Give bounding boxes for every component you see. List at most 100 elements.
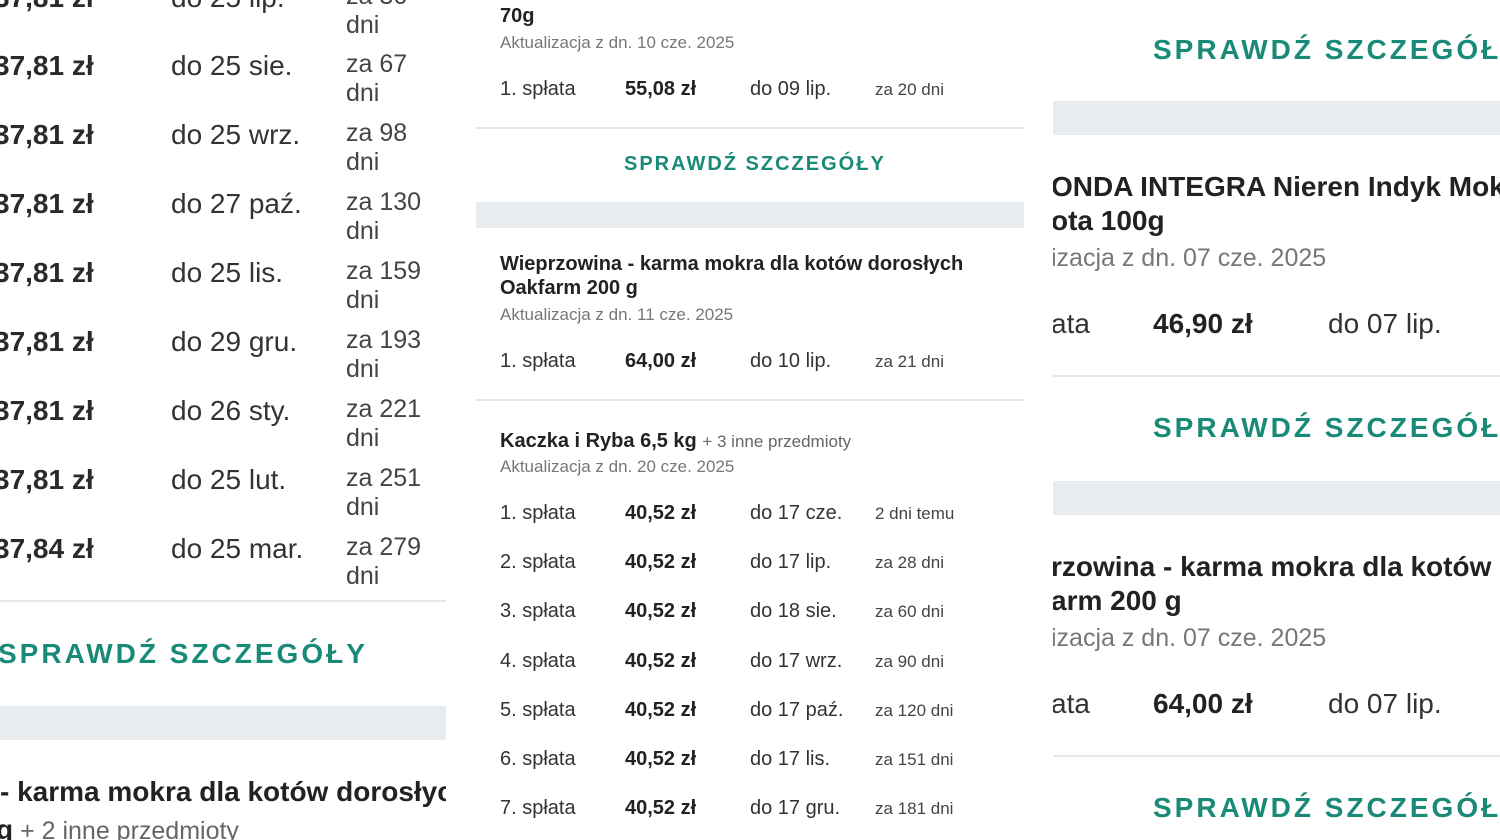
installment-number: 5. spłata	[500, 699, 576, 721]
update-date: izacja z dn. 07 cze. 2025	[1053, 624, 1327, 652]
installment-number: ata	[1053, 308, 1090, 339]
installment-due-date: do 25 sie.	[171, 50, 293, 81]
installment-amount: 40,52 zł	[625, 650, 697, 672]
installment-amount: 40,52 zł	[625, 748, 697, 770]
installment-amount: 37,81 zł	[0, 0, 94, 14]
installment-row: 37,81 zł do 26 sty. za 221 dni	[0, 395, 446, 452]
card-separator	[1053, 481, 1500, 515]
installment-due-date: do 17 lis.	[750, 748, 831, 770]
installment-due-date: do 25 lut.	[171, 464, 287, 495]
installment-due-date: do 17 paź.	[750, 699, 844, 721]
order-title-line2: arm 200 g	[1053, 585, 1182, 616]
installment-days-left: za 36 dni	[346, 0, 407, 39]
installment-amount: 37,81 zł	[0, 119, 94, 150]
installment-amount: 37,81 zł	[0, 50, 94, 81]
installment-row: 37,81 zł do 25 wrz. za 98 dni	[0, 119, 446, 176]
order-title: - karma mokra dla kotów dorosłych	[0, 776, 446, 807]
installment-days-left: 2 dni temu	[875, 504, 955, 523]
installment-number: 1. spłata	[500, 502, 576, 524]
installment-days-left: za 151 dni	[875, 750, 954, 769]
installment-amount: 37,81 zł	[0, 188, 94, 219]
order-title: rzowina - karma mokra dla kotów d	[1053, 551, 1500, 582]
installment-due-date: do 17 cze.	[750, 502, 843, 524]
installment-days-left: za 221 dni	[346, 395, 422, 452]
check-details-button[interactable]: SPRAWDŹ SZCZEGÓŁY	[1153, 34, 1500, 65]
installment-days-left: za 181 dni	[875, 799, 954, 818]
installment-days-left: za 251 dni	[346, 464, 422, 521]
installment-amount: 55,08 zł	[625, 78, 697, 100]
installment-days-left: za 159 dni	[346, 257, 422, 314]
installment-due-date: do 17 gru.	[750, 797, 841, 819]
installment-days-left: za 130 dni	[346, 188, 422, 245]
installment-amount: 37,81 zł	[0, 326, 94, 357]
more-items-text: + 3 inne przedmioty	[702, 432, 852, 451]
installment-amount: 40,52 zł	[625, 797, 697, 819]
installment-amount: 64,00 zł	[1153, 688, 1253, 719]
right-installment-panel: SPRAWDŹ SZCZEGÓŁY ONDA INTEGRA Nieren In…	[1053, 0, 1500, 840]
installment-days-left: za 67 dni	[346, 50, 408, 107]
installment-days-left: za 21 dni	[875, 352, 944, 371]
installment-row: 3. spłata 40,52 zł do 18 sie. za 60 dni	[500, 600, 1020, 630]
installment-row: 7. spłata 40,52 zł do 17 gru. za 181 dni	[500, 797, 1020, 827]
installment-amount: 64,00 zł	[625, 350, 697, 372]
installment-amount: 40,52 zł	[625, 699, 697, 721]
order-title: 70g	[500, 5, 535, 27]
installment-row: 37,84 zł do 25 mar. za 279 dni	[0, 533, 446, 590]
update-date: Aktualizacja z dn. 20 cze. 2025	[500, 457, 735, 476]
installment-due-date: do 10 lip.	[750, 350, 832, 372]
installment-due-date: do 25 lip.	[171, 0, 285, 14]
installment-row: 37,81 zł do 25 lut. za 251 dni	[0, 464, 446, 521]
installment-days-left: za 120 dni	[875, 701, 954, 720]
update-date: Aktualizacja z dn. 10 cze. 2025	[500, 33, 735, 52]
installment-amount: 37,81 zł	[0, 257, 94, 288]
installment-row: 5. spłata 40,52 zł do 17 paź. za 120 dni	[500, 699, 1020, 729]
installment-due-date: do 25 lis.	[171, 257, 284, 288]
installment-due-date: do 07 lip.	[1328, 308, 1442, 339]
card-separator	[476, 202, 1024, 228]
installment-row: 37,81 zł do 27 paź. za 130 dni	[0, 188, 446, 245]
order-title-tail: g	[0, 814, 14, 840]
installment-number: 7. spłata	[500, 797, 576, 819]
check-details-button[interactable]: SPRAWDŹ SZCZEGÓŁY	[0, 638, 368, 669]
installment-amount: 40,52 zł	[625, 502, 697, 524]
installment-due-date: do 17 lip.	[750, 551, 832, 573]
installment-amount: 40,52 zł	[625, 600, 697, 622]
installment-row: 2. spłata 40,52 zł do 17 lip. za 28 dni	[500, 551, 1020, 581]
installment-due-date: do 27 paź.	[171, 188, 302, 219]
installment-due-date: do 29 gru.	[171, 326, 298, 357]
installment-days-left: za 20 dni	[875, 80, 944, 99]
order-title-text: Kaczka i Ryba 6,5 kg	[500, 430, 697, 452]
update-date: Aktualizacja z dn. 11 cze. 2025	[500, 305, 734, 324]
order-title: ONDA INTEGRA Nieren Indyk Mok	[1053, 171, 1500, 202]
installment-row: 1. spłata 40,52 zł do 17 cze. 2 dni temu	[500, 502, 1020, 532]
installment-number: ata	[1053, 688, 1090, 719]
installment-due-date: do 18 sie.	[750, 600, 837, 622]
installment-amount: 37,84 zł	[0, 533, 94, 564]
installment-row: 37,81 zł do 29 gru. za 193 dni	[0, 326, 446, 383]
installment-number: 2. spłata	[500, 551, 576, 573]
order-subtitle: g + 2 inne przedmioty	[0, 814, 239, 840]
installment-row: 37,81 zł do 25 lip. za 36 dni	[0, 0, 446, 39]
middle-installment-panel: 70g Aktualizacja z dn. 10 cze. 2025 1. s…	[476, 0, 1024, 840]
check-details-button[interactable]: SPRAWDŹ SZCZEGÓŁY	[1153, 792, 1500, 823]
check-details-button[interactable]: SPRAWDŹ SZCZEGÓŁY	[1153, 412, 1500, 443]
installment-row: 37,81 zł do 25 lis. za 159 dni	[0, 257, 446, 314]
installment-due-date: do 25 mar.	[171, 533, 304, 564]
more-items-text: + 2 inne przedmioty	[20, 817, 239, 840]
card-separator	[1053, 101, 1500, 135]
installment-amount: 37,81 zł	[0, 395, 94, 426]
card-separator	[0, 706, 446, 740]
installment-row: 1. spłata 55,08 zł do 09 lip. za 20 dni	[500, 78, 1020, 108]
installment-amount: 46,90 zł	[1153, 308, 1253, 339]
order-title-line2: ota 100g	[1053, 205, 1165, 236]
order-title: Wieprzowina - karma mokra dla kotów doro…	[500, 253, 964, 275]
divider	[1053, 755, 1500, 757]
installment-amount: 40,52 zł	[625, 551, 697, 573]
installment-number: 1. spłata	[500, 350, 576, 372]
installment-days-left: za 28 dni	[875, 553, 944, 572]
installment-row: 6. spłata 40,52 zł do 17 lis. za 151 dni	[500, 748, 1020, 778]
installment-number: 1. spłata	[500, 78, 576, 100]
installment-due-date: do 07 lip.	[1328, 688, 1442, 719]
installment-due-date: do 26 sty.	[171, 395, 291, 426]
check-details-button[interactable]: SPRAWDŹ SZCZEGÓŁY	[624, 153, 886, 175]
